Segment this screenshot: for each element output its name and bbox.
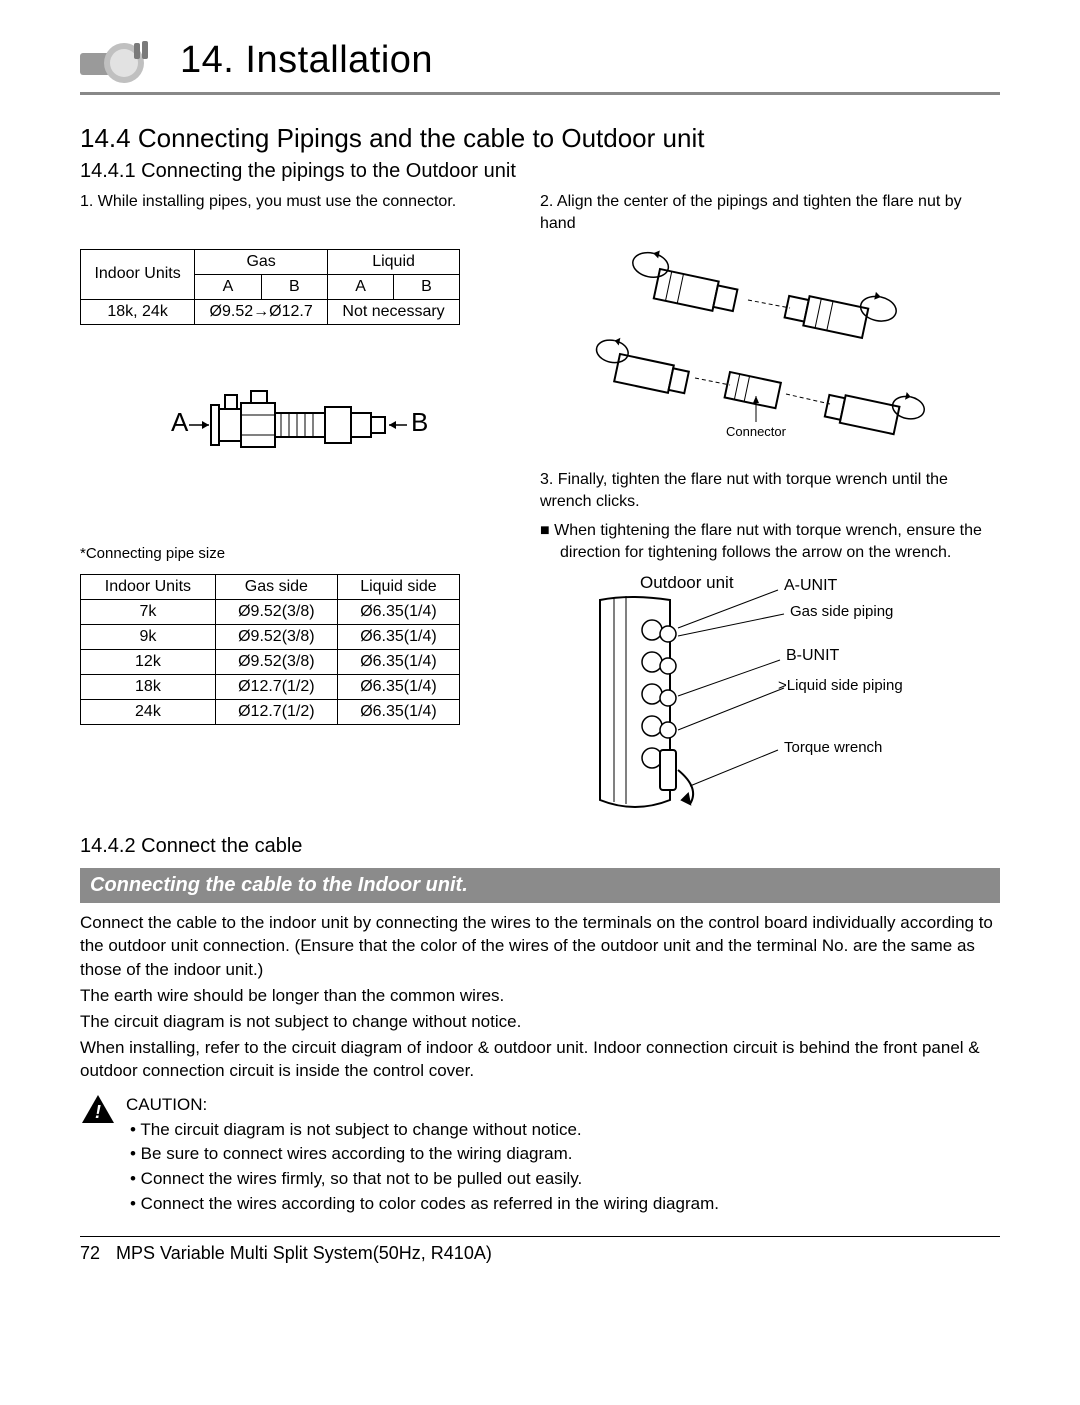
th-gas-b: B	[261, 274, 327, 299]
torque-wrench-label: Torque wrench	[784, 739, 882, 756]
outdoor-unit-diagram: Outdoor unit	[540, 570, 1000, 825]
paragraph-3: The circuit diagram is not subject to ch…	[80, 1010, 1000, 1034]
step-3-note: ■ When tightening the flare nut with tor…	[560, 520, 1000, 563]
th-gas: Gas	[195, 249, 328, 274]
chapter-name: Installation	[245, 39, 433, 81]
label-b: B	[411, 407, 428, 437]
b-unit-label: B-UNIT	[786, 647, 840, 664]
page-header: 14. Installation	[80, 30, 1000, 95]
table2-caption: *Connecting pipe size	[80, 545, 510, 562]
subsection-2-heading: 14.4.2 Connect the cable	[80, 835, 1000, 858]
two-column-layout: 1. While installing pipes, you must use …	[80, 191, 1000, 825]
th2-liquid: Liquid side	[337, 574, 459, 599]
liquid-side-label: >Liquid side piping	[778, 677, 903, 694]
label-a: A	[171, 407, 189, 437]
td-liquid: Not necessary	[328, 299, 460, 324]
pipe-size-table: Indoor Units Gas side Liquid side 7k Ø9.…	[80, 574, 460, 725]
caution-body: CAUTION: • The circuit diagram is not su…	[126, 1093, 1000, 1216]
section-heading: 14.4 Connecting Pipings and the cable to…	[80, 123, 1000, 154]
gas-side-label: Gas side piping	[790, 603, 893, 620]
outdoor-unit-title: Outdoor unit	[640, 573, 734, 592]
page-footer: 72 MPS Variable Multi Split System(50Hz,…	[80, 1236, 1000, 1264]
caution-item: • Be sure to connect wires according to …	[126, 1142, 1000, 1167]
step-1-text: 1. While installing pipes, you must use …	[80, 191, 510, 213]
th2-units: Indoor Units	[81, 574, 216, 599]
a-unit-label: A-UNIT	[784, 577, 838, 594]
gray-heading-bar: Connecting the cable to the Indoor unit.	[80, 868, 1000, 903]
th-liq-b: B	[394, 274, 460, 299]
step-3-text: 3. Finally, tighten the flare nut with t…	[540, 469, 1000, 512]
doc-title: MPS Variable Multi Split System(50Hz, R4…	[116, 1243, 492, 1264]
caution-block: ! CAUTION: • The circuit diagram is not …	[80, 1093, 1000, 1216]
caution-heading: CAUTION:	[126, 1093, 1000, 1118]
chapter-title: 14. Installation	[180, 39, 433, 82]
td-gas: Ø9.52→Ø12.7	[195, 299, 328, 324]
table-row: 12k Ø9.52(3/8) Ø6.35(1/4)	[81, 649, 460, 674]
svg-text:!: !	[95, 1102, 101, 1122]
th-liq-a: A	[328, 274, 394, 299]
left-column: 1. While installing pipes, you must use …	[80, 191, 510, 825]
logo-icon	[80, 30, 160, 90]
ab-connector-diagram: A	[80, 385, 510, 465]
th-liquid: Liquid	[328, 249, 460, 274]
td-units: 18k, 24k	[81, 299, 195, 324]
right-column: 2. Align the center of the pipings and t…	[540, 191, 1000, 825]
step-2-text: 2. Align the center of the pipings and t…	[540, 191, 1000, 234]
table-row: 24k Ø12.7(1/2) Ø6.35(1/4)	[81, 699, 460, 724]
paragraph-1: Connect the cable to the indoor unit by …	[80, 911, 1000, 982]
table-row: 7k Ø9.52(3/8) Ø6.35(1/4)	[81, 599, 460, 624]
chapter-number: 14.	[180, 39, 234, 81]
th-indoor-units: Indoor Units	[81, 249, 195, 299]
table-row: 9k Ø9.52(3/8) Ø6.35(1/4)	[81, 624, 460, 649]
subsection-1-heading: 14.4.1 Connecting the pipings to the Out…	[80, 160, 1000, 183]
caution-icon: !	[80, 1093, 116, 1216]
connector-label: Connector	[726, 424, 787, 439]
caution-item: • Connect the wires according to color c…	[126, 1192, 1000, 1217]
th-gas-a: A	[195, 274, 261, 299]
paragraph-4: When installing, refer to the circuit di…	[80, 1036, 1000, 1084]
connector-table: Indoor Units Gas Liquid A B A B 18k, 24k…	[80, 249, 460, 325]
caution-item: • The circuit diagram is not subject to …	[126, 1118, 1000, 1143]
caution-item: • Connect the wires firmly, so that not …	[126, 1167, 1000, 1192]
th2-gas: Gas side	[215, 574, 337, 599]
paragraph-2: The earth wire should be longer than the…	[80, 984, 1000, 1008]
page-number: 72	[80, 1243, 100, 1264]
flare-alignment-diagram: Connector	[540, 244, 1000, 449]
table-row: 18k Ø12.7(1/2) Ø6.35(1/4)	[81, 674, 460, 699]
